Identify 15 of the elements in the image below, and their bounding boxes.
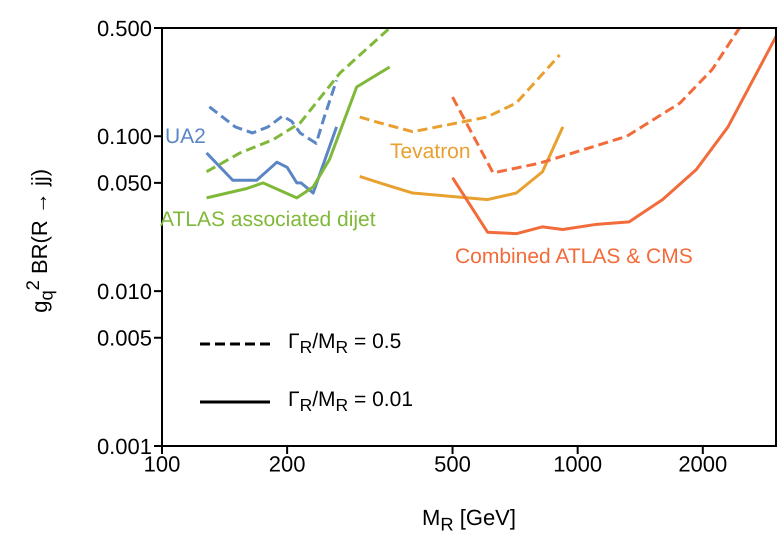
x-tick-label: 200 [268, 452, 306, 477]
x-tick-label: 500 [434, 452, 471, 477]
series-label: UA2 [165, 125, 206, 149]
series-label: Tevatron [390, 140, 471, 164]
series-label: Combined ATLAS & CMS [455, 245, 693, 269]
y-tick-label: 0.500 [96, 16, 152, 41]
annotation: Γ$_{R}$/M$_{R}$ = 0.01 [288, 388, 413, 416]
annotation: Γ$_{R}$/M$_{R}$ = 0.5 [288, 330, 402, 358]
y-tick-label: 0.050 [96, 170, 152, 196]
y-tick-label: 0.005 [96, 326, 152, 351]
x-tick-label: 1000 [553, 452, 602, 477]
x-tick-label: 2000 [678, 452, 728, 477]
x-axis-title: M$_{R}$ [GeV] [422, 505, 516, 534]
y-tick-label: 0.010 [96, 278, 152, 304]
y-tick-label: 0.100 [96, 124, 152, 150]
